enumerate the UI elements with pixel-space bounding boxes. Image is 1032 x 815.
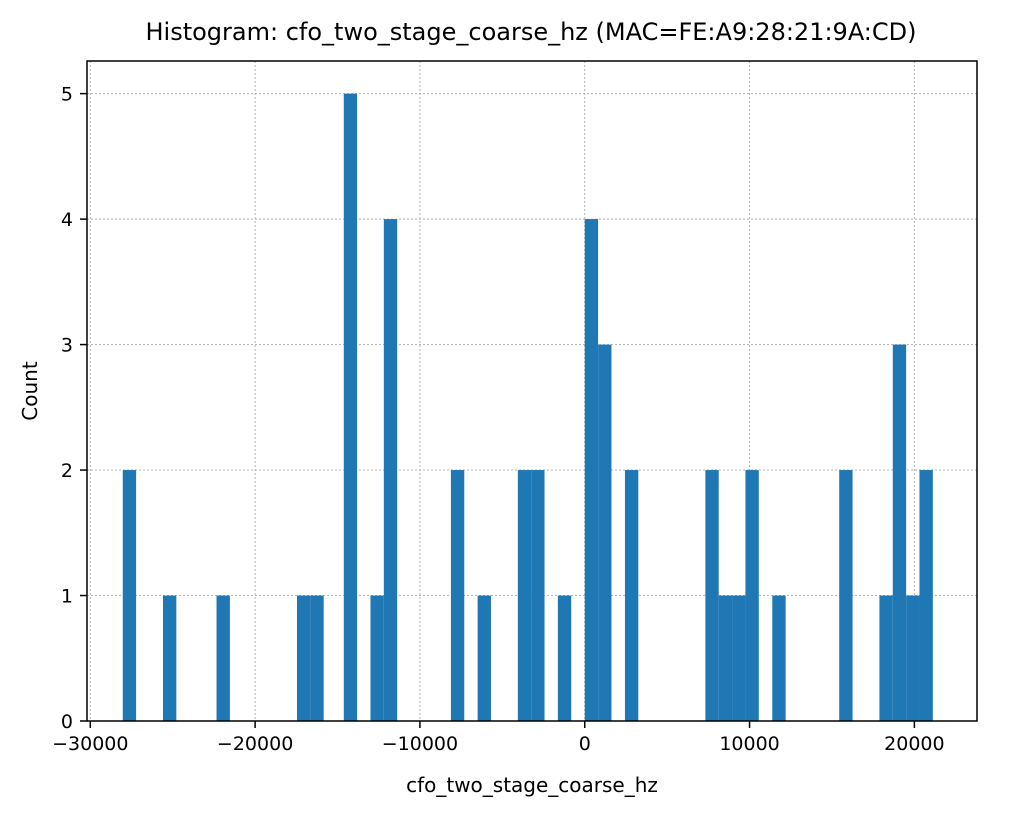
y-axis-label: Count: [18, 361, 42, 421]
histogram-bar: [310, 595, 324, 721]
histogram-bar: [584, 219, 599, 721]
histogram-bar: [122, 470, 137, 721]
x-tick-label: −10000: [382, 733, 458, 755]
y-tick-label: 3: [61, 335, 73, 357]
histogram-bar: [383, 219, 398, 721]
bars-layer: [122, 93, 933, 721]
histogram-bar: [718, 595, 733, 721]
chart-title: Histogram: cfo_two_stage_coarse_hz (MAC=…: [145, 18, 916, 46]
histogram-bar: [624, 470, 639, 721]
y-tick-label: 1: [61, 586, 73, 608]
histogram-bar: [745, 470, 759, 721]
histogram-bar: [162, 595, 177, 721]
x-tick-label: 20000: [884, 733, 944, 755]
histogram-bar: [598, 344, 612, 721]
x-tick-label: −30000: [52, 733, 128, 755]
x-tick-label: 10000: [719, 733, 779, 755]
histogram-bar: [919, 470, 933, 721]
plot-frame: [86, 60, 978, 722]
histogram-bar: [450, 470, 465, 721]
x-axis-label: cfo_two_stage_coarse_hz: [406, 773, 658, 797]
histogram-bar: [370, 595, 384, 721]
y-axis: 0 1 2 3 4 5: [61, 84, 87, 733]
y-tick-label: 5: [61, 84, 73, 106]
histogram-bar: [531, 470, 545, 721]
histogram-bar: [879, 595, 893, 721]
histogram-bar: [296, 595, 311, 721]
x-tick-label: −20000: [217, 733, 293, 755]
histogram-bar: [705, 470, 719, 721]
y-tick-label: 2: [61, 460, 73, 482]
histogram-bar: [892, 344, 907, 721]
histogram-bar: [517, 470, 532, 721]
histogram-bar: [906, 595, 920, 721]
x-axis: −30000 −20000 −10000 0 10000 20000: [52, 721, 945, 755]
histogram-bar: [216, 595, 230, 721]
histogram-bar: [343, 93, 358, 721]
histogram-bar: [839, 470, 853, 721]
x-tick-label: 0: [579, 733, 591, 755]
histogram-bar: [477, 595, 491, 721]
y-tick-label: 4: [61, 209, 73, 231]
histogram-bar: [557, 595, 572, 721]
histogram-bar: [772, 595, 786, 721]
histogram-bar: [732, 595, 746, 721]
y-tick-label: 0: [61, 711, 73, 733]
